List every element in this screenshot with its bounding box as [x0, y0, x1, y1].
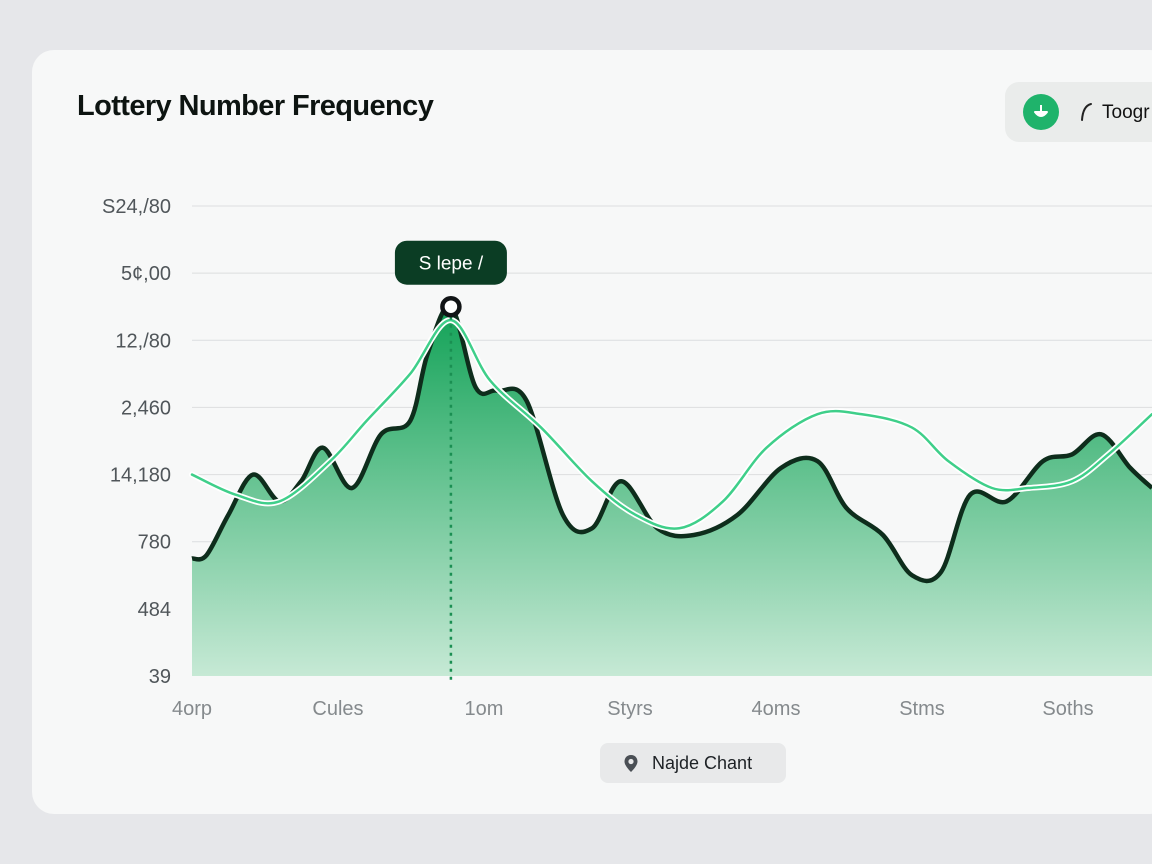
- x-tick-label: 4oms: [752, 698, 801, 720]
- y-tick-label: 14,180: [110, 465, 171, 487]
- y-tick-label: 780: [138, 532, 171, 554]
- tooltip-label: S lepe /: [419, 254, 484, 275]
- legend-label: Najde Chant: [652, 753, 753, 773]
- x-tick-label: Soths: [1042, 698, 1093, 720]
- chart-card: [32, 50, 1152, 814]
- area-series: [191, 303, 1152, 676]
- x-axis-ticks: 4orp Cules 1om Styrs 4oms Stms Soths: [172, 698, 1094, 720]
- x-tick-label: Styrs: [607, 698, 653, 720]
- highlight-marker: S lepe /: [394, 240, 507, 684]
- y-tick-label: 484: [138, 599, 171, 621]
- x-tick-label: Cules: [312, 698, 363, 720]
- toggle-label: Toogr: [1102, 102, 1150, 123]
- y-tick-label: 39: [149, 666, 171, 688]
- y-tick-label: 12,/80: [115, 330, 171, 352]
- y-tick-label: 5¢,00: [121, 263, 171, 285]
- page-title: Lottery Number Frequency: [77, 90, 434, 122]
- toggle-button[interactable]: Toogr: [1005, 82, 1152, 142]
- location-pin-icon: [624, 755, 638, 772]
- line-series-path: [190, 318, 1152, 530]
- y-tick-label: S24,/80: [102, 196, 171, 218]
- x-tick-label: 4orp: [172, 698, 212, 720]
- highlight-point[interactable]: [440, 295, 462, 318]
- x-tick-label: Stms: [899, 698, 945, 720]
- y-tick-label: 2,460: [121, 397, 171, 419]
- tooltip: [394, 240, 507, 285]
- line-series: [189, 317, 1152, 532]
- area-fill: [192, 306, 1152, 676]
- x-tick-label: 1om: [465, 698, 504, 720]
- legend-button[interactable]: Najde Chant: [600, 743, 786, 783]
- y-axis-ticks: S24,/80 5¢,00 12,/80 2,460 14,180 780 484 39: [102, 196, 171, 688]
- area-outline: [191, 303, 1152, 584]
- curve-icon: [1081, 103, 1092, 121]
- toggle-status-icon: [1023, 94, 1059, 130]
